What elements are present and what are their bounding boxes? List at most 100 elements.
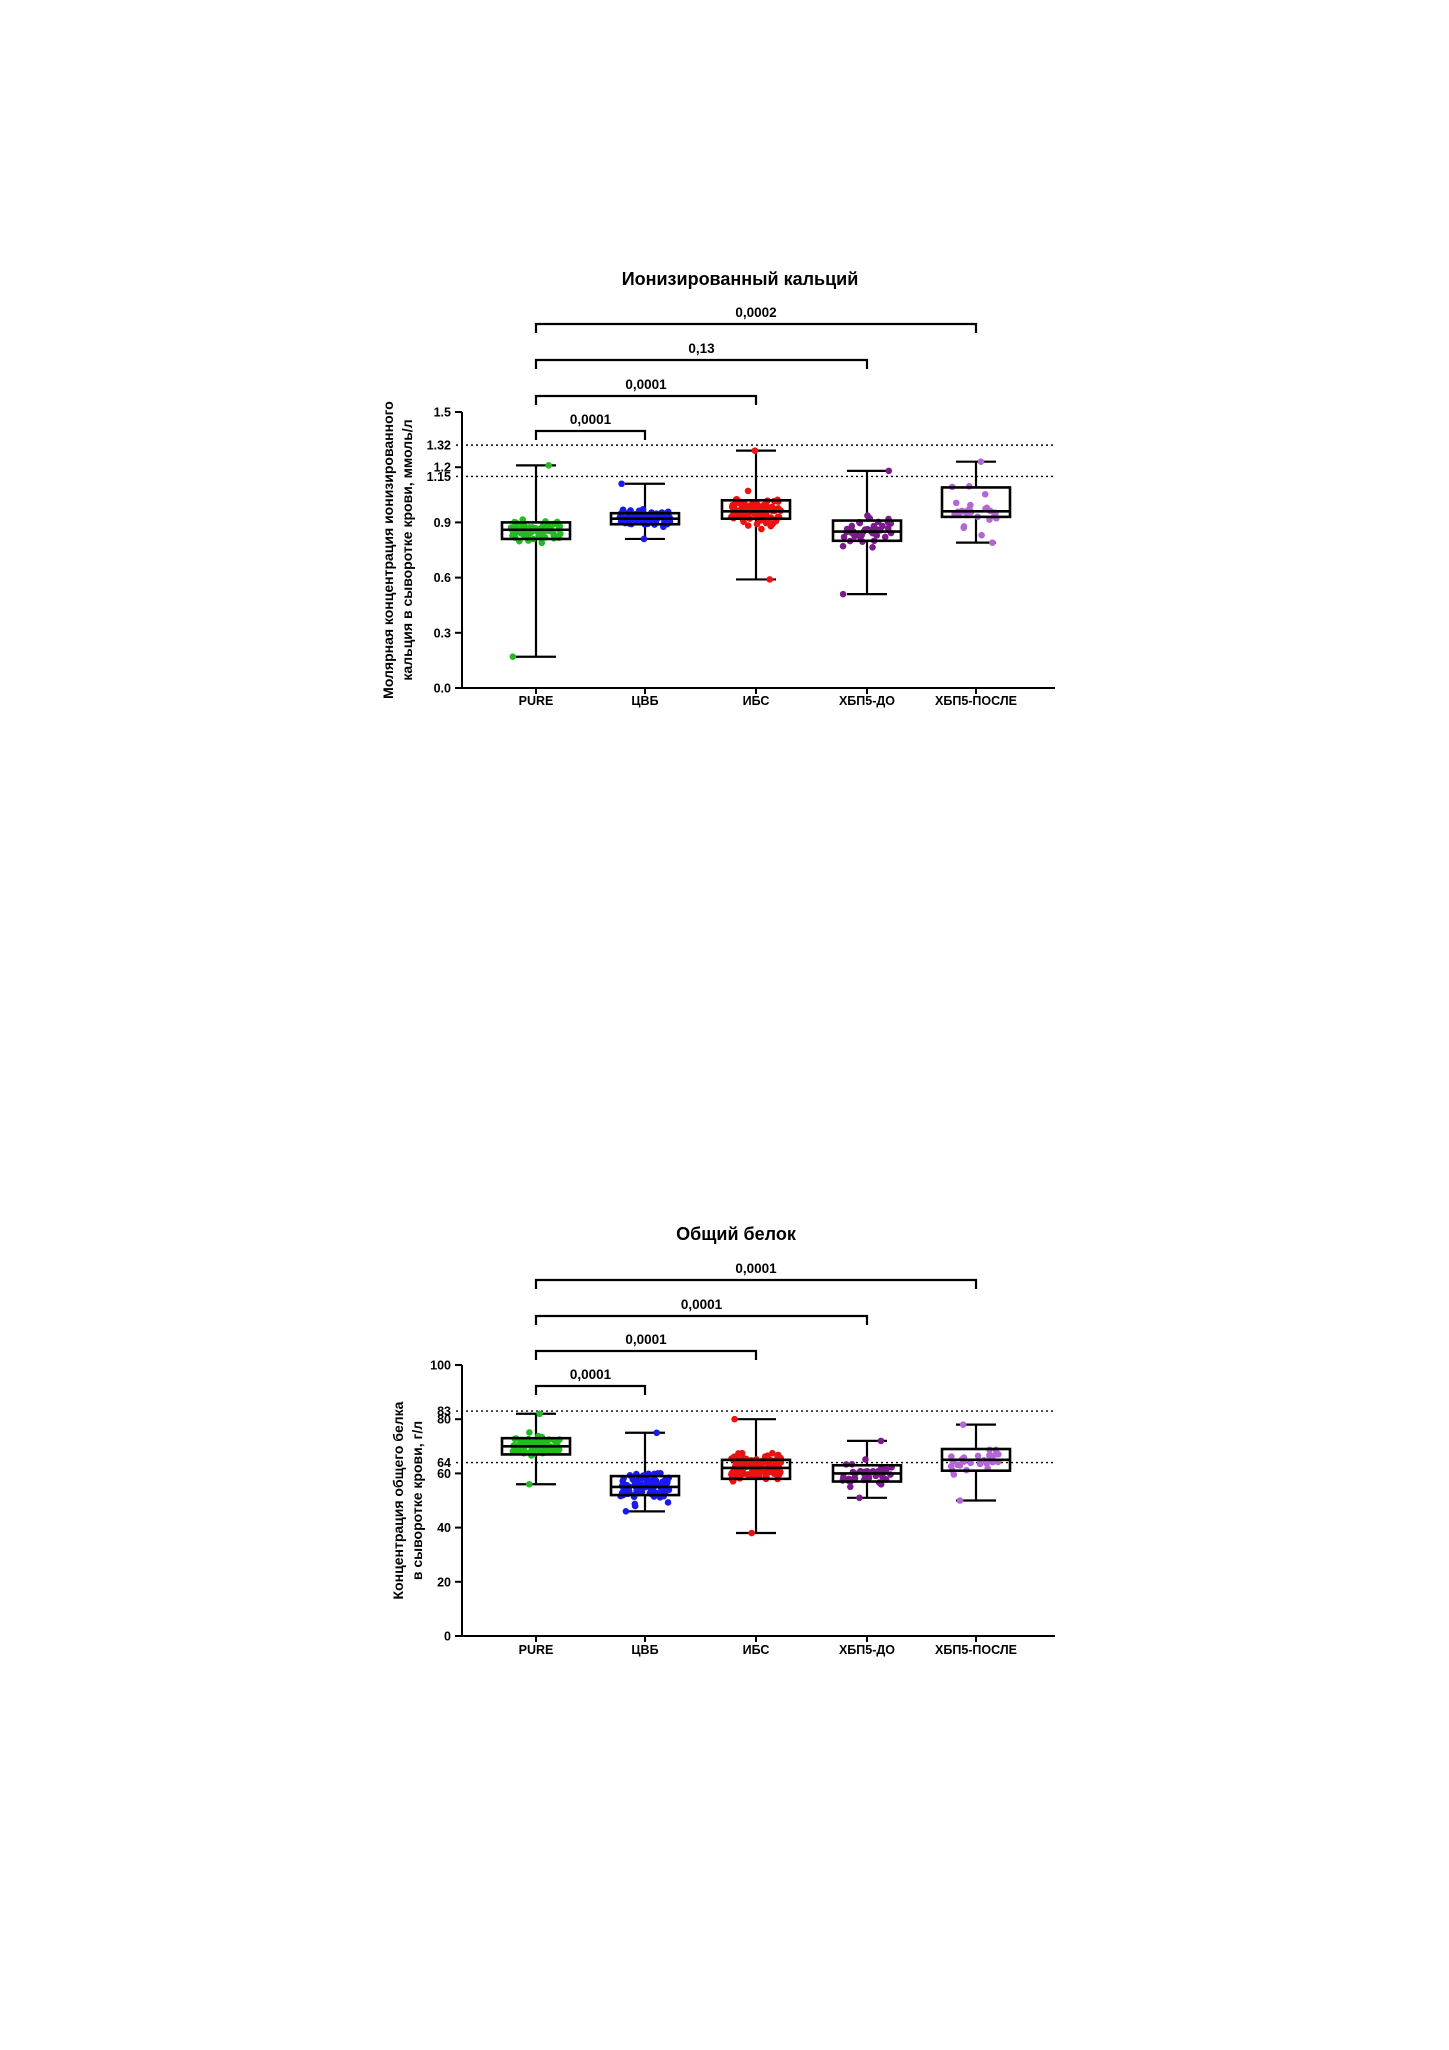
bracket-line: [534, 394, 758, 405]
data-point: [858, 531, 865, 539]
data-point: [751, 447, 759, 454]
data-point: [862, 1456, 869, 1463]
chart-ionized-calcium: Ионизированный кальций Молярная концентра…: [380, 269, 1055, 708]
data-point: [631, 1502, 639, 1510]
data-point: [758, 525, 765, 533]
x-category-label: PURE: [519, 694, 554, 708]
data-point: [526, 1429, 533, 1436]
data-point: [545, 462, 553, 469]
data-point: [618, 480, 625, 488]
iqr-box: [720, 499, 792, 521]
chart-title: Общий белок: [676, 1224, 797, 1244]
data-point: [527, 529, 534, 537]
y-axis-label: в сыворотке крови, г/л: [409, 1421, 425, 1580]
data-point: [522, 1439, 530, 1446]
data-point: [664, 1499, 672, 1506]
x-category-label: ЦВБ: [631, 694, 658, 708]
significance-bracket: 0,0002: [534, 305, 978, 333]
data-point: [840, 1473, 847, 1481]
data-point: [619, 1477, 627, 1485]
y-tick-label: 20: [437, 1575, 451, 1589]
data-point: [967, 1459, 974, 1467]
data-point: [877, 1437, 885, 1445]
iqr-box: [720, 1458, 792, 1481]
x-category-label: ХБП5-ДО: [839, 1643, 895, 1657]
data-point: [759, 1468, 767, 1475]
x-category-label: ХБП5-ДО: [839, 694, 895, 708]
data-point: [840, 533, 848, 541]
data-point: [948, 1453, 955, 1460]
reference-line-label: 1.15: [427, 470, 451, 484]
reference-line-label: 83: [437, 1405, 451, 1419]
y-axis-label: Молярная концентрация ионизированного: [380, 401, 396, 699]
y-tick-label: 0.9: [434, 516, 451, 530]
box-group: [609, 480, 681, 543]
data-point: [530, 1446, 538, 1454]
data-point: [869, 544, 876, 551]
data-point: [653, 1429, 660, 1437]
data-point: [555, 1446, 563, 1453]
significance-bracket: 0,13: [534, 341, 869, 369]
data-point: [768, 503, 776, 511]
p-value-label: 0,0001: [735, 1261, 777, 1276]
y-tick-label: 0.0: [434, 682, 451, 696]
y-tick-label: 0.3: [434, 626, 451, 640]
data-point: [856, 1494, 863, 1502]
x-category-label: ИБС: [743, 694, 770, 708]
data-point: [744, 487, 752, 495]
data-point: [729, 504, 736, 511]
significance-bracket: 0,0001: [534, 1261, 978, 1289]
data-point: [848, 522, 856, 530]
p-value-label: 0,0001: [625, 377, 667, 392]
data-point: [885, 467, 893, 475]
data-point: [879, 1473, 886, 1481]
data-point: [748, 1529, 755, 1537]
data-point: [974, 1452, 982, 1460]
data-point: [774, 504, 782, 512]
data-point: [978, 531, 985, 539]
data-point: [881, 533, 889, 541]
data-point: [839, 542, 847, 550]
data-point: [744, 522, 752, 529]
significance-bracket: 0,0001: [534, 1297, 869, 1325]
data-point: [986, 1451, 993, 1459]
box-group: [500, 462, 572, 661]
y-tick-label: 60: [437, 1467, 451, 1481]
chart-total-protein: Общий белок Концентрация общего белка в сы…: [390, 1224, 1055, 1657]
data-point: [960, 523, 968, 530]
data-point: [525, 1480, 533, 1488]
data-point: [662, 1476, 669, 1483]
data-point: [956, 1497, 964, 1504]
data-point: [509, 1447, 517, 1455]
data-point: [547, 1446, 555, 1454]
box-group: [831, 467, 903, 598]
bracket-line: [534, 322, 978, 333]
bracket-line: [534, 1278, 978, 1289]
box-group: [609, 1429, 681, 1515]
data-point: [538, 539, 546, 547]
box-group: [500, 1410, 572, 1488]
data-point: [735, 1450, 742, 1457]
box-group: [831, 1437, 903, 1502]
y-tick-label: 1.2: [434, 461, 451, 475]
data-point: [952, 499, 960, 507]
y-tick-label: 1.5: [434, 406, 451, 420]
data-point: [509, 653, 517, 661]
p-value-label: 0,0001: [570, 412, 612, 427]
data-point: [553, 1439, 561, 1447]
data-point: [556, 522, 564, 530]
x-category-label: ЦВБ: [631, 1643, 658, 1657]
y-axis-label: кальция в сыворотке крови, ммоль/л: [399, 419, 415, 680]
iqr-box: [940, 486, 1012, 519]
y-axis-label: Концентрация общего белка: [390, 1401, 406, 1599]
bracket-line: [534, 1384, 647, 1395]
data-point: [748, 1460, 756, 1468]
x-category-label: ХБП5-ПОСЛЕ: [935, 694, 1017, 708]
data-point: [989, 539, 996, 546]
data-point: [510, 530, 517, 538]
box-group: [940, 1421, 1012, 1504]
data-point: [640, 535, 648, 543]
iqr-box: [609, 1474, 681, 1497]
box-group: [940, 458, 1012, 546]
data-point: [995, 1450, 1002, 1458]
